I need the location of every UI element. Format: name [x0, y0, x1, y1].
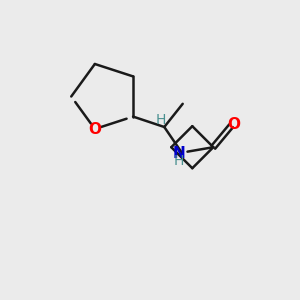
Text: H: H: [173, 154, 184, 169]
Text: O: O: [227, 116, 240, 131]
Text: H: H: [155, 113, 166, 128]
Text: N: N: [172, 146, 185, 160]
Text: O: O: [88, 122, 101, 136]
